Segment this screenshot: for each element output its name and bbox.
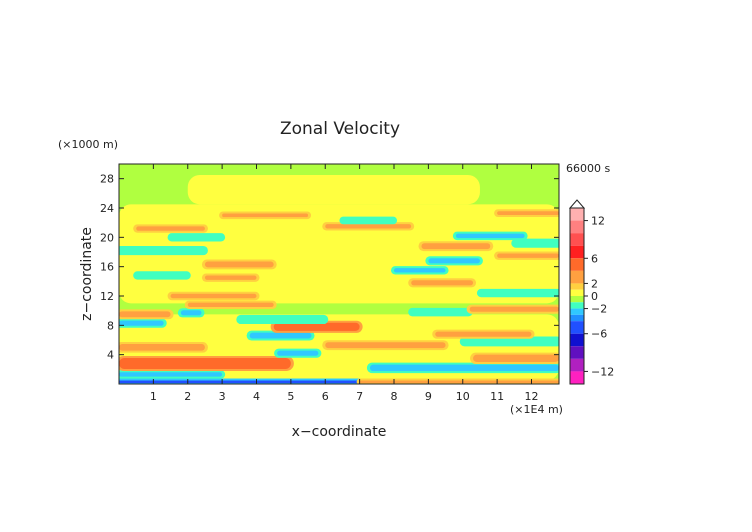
colorbar-segment: [570, 333, 584, 347]
x-axis-ticks: 1 2 3 4 5 6 7 8 9 10 11 12: [150, 164, 539, 403]
contour-band: [170, 293, 257, 299]
contour-band: [325, 224, 412, 229]
colorbar-segment: [570, 346, 584, 359]
contour-region: [187, 175, 480, 205]
x-tick-label: 9: [425, 390, 432, 403]
y-axis-label: z−coordinate: [79, 227, 95, 321]
chart-title: Zonal Velocity: [280, 119, 400, 139]
contour-band: [411, 309, 470, 315]
y-tick-label: 8: [107, 319, 114, 332]
y-tick-label: 28: [100, 173, 114, 186]
x-tick-label: 7: [356, 390, 363, 403]
colorbar-segment: [570, 283, 584, 290]
plot-frame: [118, 163, 560, 385]
x-axis-label: x−coordinate: [292, 424, 387, 440]
x-tick-label: 6: [322, 390, 329, 403]
x-tick-label: 5: [287, 390, 294, 403]
x-tick-label: 8: [391, 390, 398, 403]
colorbar-segment: [570, 245, 584, 259]
contour-band: [435, 331, 532, 337]
velocity-contours: [119, 175, 559, 384]
contour-band: [325, 342, 446, 349]
contour-band: [462, 338, 559, 345]
time-label: 66000 s: [566, 162, 610, 175]
contour-band: [473, 354, 559, 362]
contour-band: [497, 253, 559, 258]
colorbar-segment: [570, 358, 584, 372]
y-axis-ticks: 4 8 12 16 20 24 28: [100, 173, 559, 362]
contour-band: [136, 273, 188, 278]
contour-band: [119, 320, 164, 326]
colorbar-segment: [570, 302, 584, 309]
colorbar-segment: [570, 308, 584, 315]
colorbar-segment: [570, 289, 584, 296]
colorbar-tick-label: 2: [591, 277, 598, 290]
y-tick-label: 20: [100, 231, 114, 244]
colorbar-tick-label: −2: [591, 303, 607, 316]
contour-band: [394, 268, 446, 273]
colorbar-tick-label: 6: [591, 252, 598, 265]
colorbar-segment: [570, 371, 584, 384]
contour-band: [119, 247, 205, 254]
colorbar-extend-arrow: [568, 199, 586, 209]
contour-band: [479, 290, 559, 296]
x-tick-label: 2: [184, 390, 191, 403]
contour-band: [514, 240, 559, 246]
contour-band: [204, 275, 257, 280]
contour-band: [277, 350, 319, 356]
colorbar-tick-label: 0: [591, 290, 598, 303]
contour-band: [421, 243, 491, 250]
contour-band: [119, 380, 360, 384]
contour-band: [497, 211, 559, 215]
colorbar-segment: [570, 220, 584, 234]
contour-band: [170, 235, 223, 240]
contour-band: [119, 372, 223, 377]
x-tick-label: 1: [150, 390, 157, 403]
x-tick-label: 11: [490, 390, 504, 403]
x-tick-label: 10: [456, 390, 470, 403]
colorbar-segment: [570, 233, 584, 246]
contour-band: [411, 280, 474, 286]
contour-band: [119, 311, 171, 318]
y-tick-label: 12: [100, 290, 114, 303]
colorbar-tick-label: −12: [591, 365, 614, 378]
contour-band: [428, 258, 480, 264]
contour-band: [469, 306, 559, 312]
contour-band: [136, 226, 205, 231]
contour-band: [273, 322, 360, 331]
contour-band: [119, 357, 291, 369]
contour-band: [342, 218, 394, 223]
contour-band: [187, 302, 274, 307]
contour-band: [204, 261, 274, 268]
contour-band: [249, 332, 312, 339]
contour-band: [369, 364, 559, 372]
colorbar-segment: [570, 296, 584, 303]
x-tick-label: 12: [525, 390, 539, 403]
y-tick-label: 24: [100, 202, 114, 215]
contour-band: [222, 213, 309, 218]
y-tick-label: 4: [107, 349, 114, 362]
colorbar-tick-label: 12: [591, 215, 605, 228]
x-tick-label: 3: [219, 390, 226, 403]
colorbar-segment: [570, 270, 584, 284]
y-tick-label: 16: [100, 261, 114, 274]
contour-band: [239, 316, 326, 323]
y-unit-label: (×1000 m): [58, 138, 118, 151]
colorbar-segment: [570, 258, 584, 271]
contour-band: [455, 233, 525, 239]
contour-band: [359, 380, 559, 384]
contour-band: [180, 310, 202, 316]
colorbar: 12 6 20−2 −6 −12: [568, 199, 614, 385]
colorbar-segment: [570, 321, 584, 334]
x-unit-label: (×1E4 m): [510, 403, 563, 416]
colorbar-tick-label: −6: [591, 328, 607, 341]
x-tick-label: 4: [253, 390, 260, 403]
contour-band: [119, 344, 205, 351]
colorbar-segment: [570, 314, 584, 322]
colorbar-segment: [570, 208, 584, 221]
